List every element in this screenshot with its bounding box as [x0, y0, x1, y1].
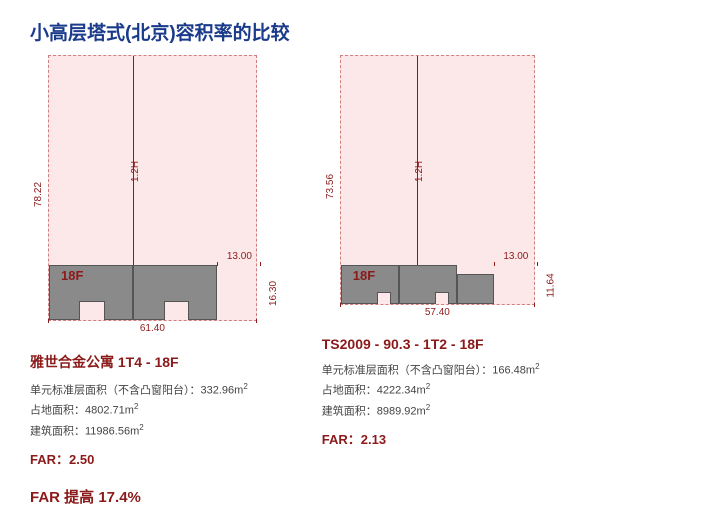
right-height-dim: 73.56: [322, 55, 340, 318]
left-bldg-height-dim: 16.30: [261, 266, 277, 321]
panels: 78.22 1.2H 18F 13.00 16.30 61.40 雅世合金公寓 …: [30, 55, 671, 507]
right-name: TS2009 - 90.3 - 1T2 - 18F: [322, 336, 540, 352]
left-panel: 78.22 1.2H 18F 13.00 16.30 61.40 雅世合金公寓 …: [30, 55, 257, 507]
left-1-2h-label: 1.2H: [130, 161, 141, 182]
right-plot: 1.2H 18F 13.00: [340, 55, 535, 305]
left-width-dim: 61.40: [48, 323, 257, 334]
right-info: TS2009 - 90.3 - 1T2 - 18F 单元标准层面积（不含凸窗阳台…: [322, 336, 540, 448]
right-overhang-dim: 13.00: [494, 251, 538, 262]
right-floor-label: 18F: [353, 268, 375, 283]
right-unit-area: 单元标准层面积（不含凸窗阳台）：166.48m2: [322, 360, 540, 380]
right-1-2h-label: 1.2H: [414, 161, 425, 182]
left-far: FAR：2.50: [30, 449, 257, 468]
left-land-area: 占地面积：4802.71m2: [30, 400, 257, 420]
right-panel: 73.56 1.2H 18F 13.00 11.64 57.40 T: [322, 55, 540, 507]
left-name: 雅世合金公寓 1T4 - 18F: [30, 352, 257, 372]
right-far: FAR：2.13: [322, 429, 540, 448]
right-build-area: 建筑面积：8989.92m2: [322, 401, 540, 421]
left-height-dim: 78.22: [30, 55, 48, 334]
left-plot: 1.2H 18F 13.00: [48, 55, 257, 321]
left-unit-area: 单元标准层面积（不含凸窗阳台）：332.96m2: [30, 380, 257, 400]
page-title: 小高层塔式(北京)容积率的比较: [30, 18, 671, 45]
left-overhang-dim: 13.00: [217, 251, 261, 262]
left-build-area: 建筑面积：11986.56m2: [30, 421, 257, 441]
right-land-area: 占地面积：4222.34m2: [322, 380, 540, 400]
left-floor-label: 18F: [61, 268, 83, 283]
far-improvement: FAR 提高 17.4%: [30, 486, 257, 507]
right-bldg-height-dim: 11.64: [539, 266, 555, 306]
right-width-dim: 57.40: [340, 307, 535, 318]
left-info: 雅世合金公寓 1T4 - 18F 单元标准层面积（不含凸窗阳台）：332.96m…: [30, 352, 257, 468]
